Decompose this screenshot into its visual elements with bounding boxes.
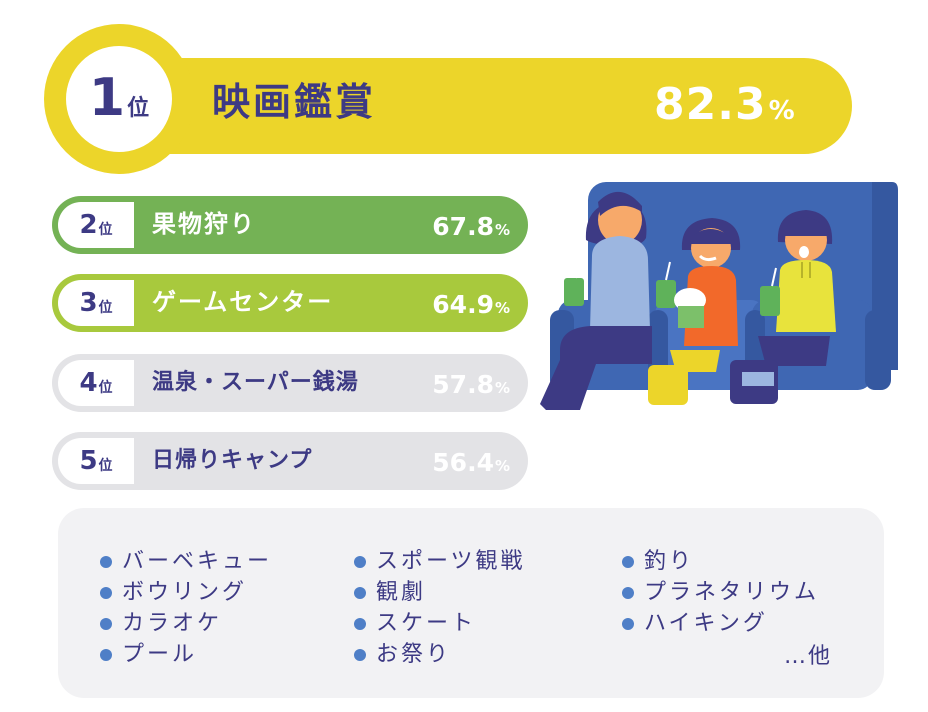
rank-4-value: 57.8%: [432, 370, 510, 399]
movie-theater-seats-icon: [540, 182, 898, 410]
list-item: 釣り: [622, 546, 819, 577]
bullet-icon: [354, 555, 366, 568]
rank-5-label: 日帰りキャンプ: [152, 448, 313, 473]
bullet-icon: [100, 586, 112, 599]
rank-4-label: 温泉・スーパー銭湯: [152, 370, 359, 395]
rank-2-label: 果物狩り: [152, 210, 256, 238]
rank-1-label: 映画鑑賞: [212, 80, 377, 124]
bullet-icon: [100, 648, 112, 661]
bullet-icon: [354, 586, 366, 599]
rank-3-value: 64.9%: [432, 290, 510, 319]
bullet-icon: [622, 586, 634, 599]
rank-3-label: ゲームセンター: [152, 288, 334, 316]
other-activities-panel: バーベキュー ボウリング カラオケ プール スポーツ観戦 観劇 スケート お祭り…: [58, 508, 884, 698]
list-item: プラネタリウム: [622, 577, 819, 608]
bullet-icon: [622, 555, 634, 568]
list-item: お祭り: [354, 639, 526, 670]
bullet-icon: [622, 617, 634, 630]
list-item: カラオケ: [100, 608, 272, 639]
rank-1-number: 1: [88, 68, 126, 128]
rank-5-value: 56.4%: [432, 448, 510, 477]
list-item: 観劇: [354, 577, 526, 608]
rank-1-suffix: 位: [127, 96, 150, 121]
other-activities-column-3: 釣り プラネタリウム ハイキング: [622, 546, 819, 639]
list-item: ハイキング: [622, 608, 819, 639]
list-item: プール: [100, 639, 272, 670]
list-item: ボウリング: [100, 577, 272, 608]
list-item: バーベキュー: [100, 546, 272, 577]
other-activities-column-2: スポーツ観戦 観劇 スケート お祭り: [354, 546, 526, 670]
rank-1-badge: 1 位: [44, 24, 194, 174]
bullet-icon: [354, 617, 366, 630]
rank-2-value: 67.8%: [432, 212, 510, 241]
list-item: スポーツ観戦: [354, 546, 526, 577]
others-more-label: …他: [784, 644, 833, 669]
family-movie-illustration: [520, 160, 910, 420]
rank-1-bar: [92, 58, 852, 154]
rank-1-value: 82.3%: [654, 79, 795, 130]
bullet-icon: [100, 617, 112, 630]
list-item: スケート: [354, 608, 526, 639]
bullet-icon: [354, 648, 366, 661]
bullet-icon: [100, 555, 112, 568]
other-activities-column-1: バーベキュー ボウリング カラオケ プール: [100, 546, 272, 670]
